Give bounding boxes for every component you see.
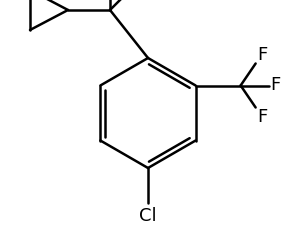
- Text: F: F: [257, 46, 268, 64]
- Text: F: F: [257, 107, 268, 125]
- Text: Cl: Cl: [139, 207, 157, 225]
- Text: F: F: [271, 76, 281, 94]
